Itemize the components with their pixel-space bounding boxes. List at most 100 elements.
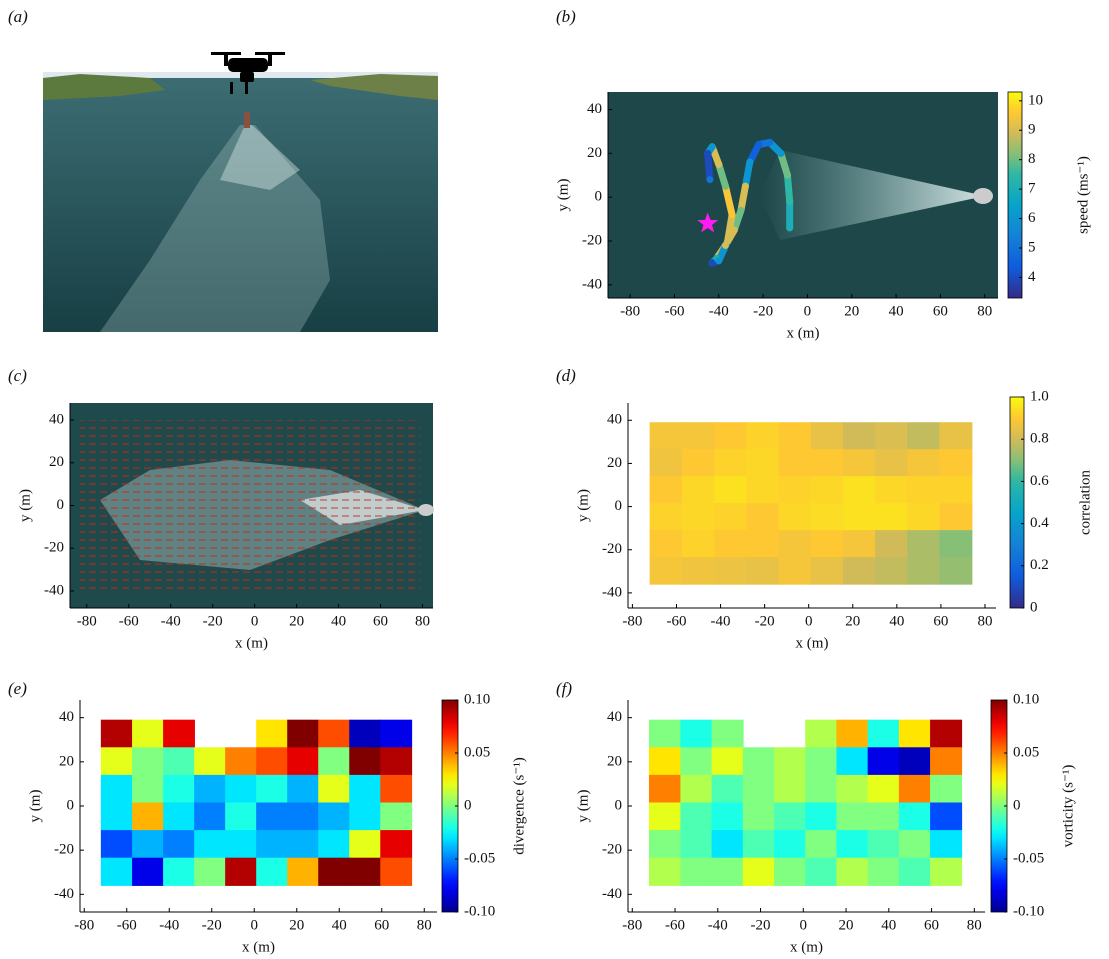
- x-tick-label: 60: [374, 917, 389, 933]
- heat-cell: [774, 775, 806, 803]
- heat-cell: [225, 775, 257, 803]
- heat-cell: [225, 858, 257, 886]
- heat-cell: [811, 503, 844, 531]
- heat-cell: [805, 858, 837, 886]
- heat-cell: [746, 530, 779, 558]
- x-axis-label: x (m): [796, 635, 829, 651]
- heat-cell: [779, 530, 812, 558]
- x-tick-label: 0: [800, 917, 808, 933]
- y-tick-label: -20: [602, 842, 622, 858]
- y-axis-label: y (m): [575, 489, 591, 522]
- colorbar-tick-label: 0.10: [1013, 691, 1039, 707]
- heat-cell: [650, 476, 683, 504]
- heat-cell: [318, 858, 350, 886]
- heat-cell: [843, 530, 876, 558]
- colorbar-tick-label: 0.05: [464, 744, 490, 760]
- heat-cell: [649, 830, 681, 858]
- track-segment: [741, 186, 745, 210]
- heat-cell: [101, 775, 133, 803]
- heat-cell: [779, 557, 812, 585]
- heat-cell: [743, 747, 775, 775]
- x-tick-label: -60: [117, 917, 137, 933]
- heat-cell: [132, 775, 164, 803]
- y-tick-label: 20: [607, 753, 622, 769]
- x-tick-label: -40: [711, 613, 731, 629]
- x-tick-label: 60: [373, 613, 388, 629]
- x-tick-label: 20: [844, 303, 859, 319]
- heat-cell: [875, 557, 908, 585]
- panel-label: (c): [8, 366, 27, 385]
- heat-cell: [682, 557, 715, 585]
- track-point: [715, 257, 722, 264]
- heat-cell: [680, 720, 712, 748]
- heat-cell: [680, 858, 712, 886]
- y-tick-label: 20: [607, 455, 622, 471]
- heat-cell: [805, 720, 837, 748]
- heat-cell: [194, 775, 226, 803]
- panel-label: (b): [556, 7, 576, 26]
- x-tick-label: 40: [889, 303, 904, 319]
- track-point: [746, 159, 753, 166]
- heat-cell: [712, 830, 744, 858]
- x-tick-label: -20: [202, 917, 222, 933]
- heat-cell: [194, 830, 226, 858]
- heat-cell: [805, 830, 837, 858]
- heat-cell: [779, 503, 812, 531]
- heat-cell: [287, 747, 319, 775]
- heat-cell: [868, 858, 900, 886]
- y-tick-label: 40: [59, 709, 74, 725]
- heat-cell: [318, 775, 350, 803]
- heat-cell: [649, 858, 681, 886]
- x-tick-label: 80: [415, 613, 430, 629]
- heat-cell: [256, 858, 288, 886]
- y-tick-label: 20: [59, 753, 74, 769]
- heat-cell: [349, 747, 381, 775]
- colorbar: [1010, 397, 1024, 608]
- heat-cell: [650, 422, 683, 450]
- heat-cell: [682, 422, 715, 450]
- colorbar-tick-label: 0.8: [1030, 431, 1049, 447]
- heat-cell: [875, 422, 908, 450]
- x-tick-label: -20: [751, 917, 771, 933]
- heat-cell: [779, 422, 812, 450]
- heat-cell: [714, 449, 747, 477]
- heat-cell: [811, 557, 844, 585]
- heat-cell: [811, 449, 844, 477]
- heat-cell: [163, 720, 195, 748]
- heat-cell: [875, 530, 908, 558]
- heat-cell: [349, 802, 381, 830]
- heat-cell: [682, 476, 715, 504]
- heat-cell: [899, 830, 931, 858]
- heat-cell: [714, 476, 747, 504]
- colorbar-tick-label: 0.2: [1030, 557, 1049, 573]
- heat-cell: [380, 802, 412, 830]
- panel-label: (f): [556, 679, 572, 698]
- heat-cell: [811, 476, 844, 504]
- heat-cell: [899, 747, 931, 775]
- track-point: [729, 211, 736, 218]
- track-point: [722, 183, 729, 190]
- heat-cell: [349, 858, 381, 886]
- heat-cell: [875, 503, 908, 531]
- heat-cell: [682, 449, 715, 477]
- x-tick-label: 80: [977, 303, 992, 319]
- heat-cell: [805, 747, 837, 775]
- heat-cell: [939, 422, 972, 450]
- colorbar-tick-label: 0: [1013, 797, 1021, 813]
- heat-cell: [843, 449, 876, 477]
- heat-cell: [650, 530, 683, 558]
- x-tick-label: -80: [622, 613, 642, 629]
- colorbar-tick-label: 6: [1028, 210, 1036, 226]
- track-segment: [728, 215, 732, 241]
- track-point: [786, 198, 793, 205]
- x-tick-label: 0: [251, 917, 259, 933]
- heat-cell: [779, 476, 812, 504]
- heat-cell: [318, 747, 350, 775]
- heat-cell: [132, 858, 164, 886]
- colorbar: [1008, 92, 1022, 298]
- x-axis-label: x (m): [790, 939, 823, 955]
- heat-cell: [225, 802, 257, 830]
- heat-cell: [287, 830, 319, 858]
- colorbar-tick-label: 0.10: [464, 691, 490, 707]
- heat-cell: [287, 720, 319, 748]
